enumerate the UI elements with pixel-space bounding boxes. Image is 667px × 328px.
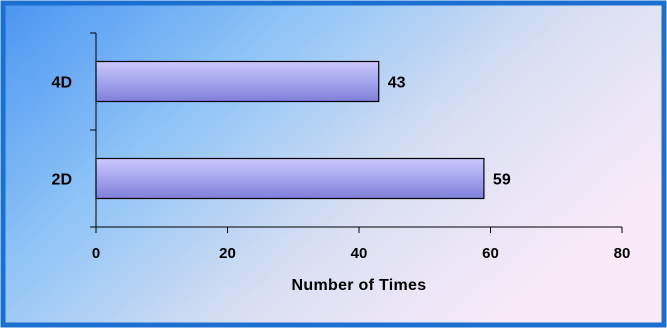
data-label: 59 xyxy=(493,172,511,189)
x-tick-label: 80 xyxy=(614,245,631,262)
bars xyxy=(95,60,485,200)
labels: 0 20 40 60 80 4D 43 2D 59 Number of Times xyxy=(52,75,631,295)
x-tick-label: 40 xyxy=(351,245,368,262)
y-category-label: 4D xyxy=(52,75,72,92)
data-label: 43 xyxy=(388,75,406,92)
bar-2d xyxy=(95,157,485,200)
bar-4d xyxy=(95,60,380,103)
x-tick-label: 60 xyxy=(482,245,499,262)
y-category-label: 2D xyxy=(52,172,72,189)
x-tick-label: 0 xyxy=(92,245,100,262)
x-axis-title: Number of Times xyxy=(292,277,427,294)
axes xyxy=(90,32,623,233)
x-tick-label: 20 xyxy=(219,245,236,262)
